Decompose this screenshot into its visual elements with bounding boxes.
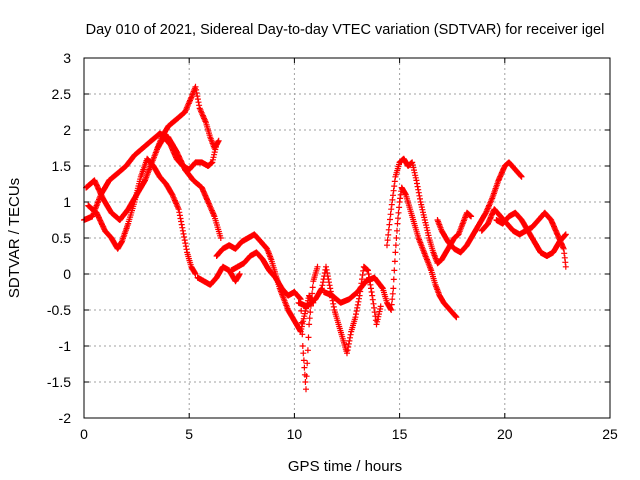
- x-tick-label: 25: [602, 426, 618, 442]
- plus-markers: [493, 209, 569, 259]
- plus-markers: [320, 184, 460, 321]
- satellite-track-11: [434, 159, 525, 256]
- plus-markers: [194, 263, 243, 288]
- y-tick-label: 3: [63, 50, 71, 66]
- y-axis-ticks: 3 2.5 2 1.5 1 0.5 0 -0.5 -1 -1.5 -2: [47, 50, 610, 426]
- plus-markers: [295, 263, 384, 357]
- y-tick-label: -0.5: [47, 302, 71, 318]
- grid-lines: [84, 58, 610, 418]
- satellite-track-10: [384, 155, 475, 267]
- y-tick-label: -2: [59, 410, 72, 426]
- y-tick-label: 1.5: [52, 158, 72, 174]
- x-tick-label: 0: [80, 426, 88, 442]
- plus-markers: [228, 249, 321, 393]
- x-tick-label: 10: [287, 426, 303, 442]
- satellite-track-5: [194, 263, 243, 288]
- plus-markers: [434, 159, 525, 256]
- satellite-track-6: [213, 231, 317, 335]
- x-axis-label: GPS time / hours: [288, 458, 402, 475]
- plus-markers: [384, 155, 475, 267]
- y-axis-label: SDTVAR / TECUs: [6, 178, 23, 298]
- y-tick-label: 2.5: [52, 86, 72, 102]
- y-tick-label: -1: [59, 338, 72, 354]
- satellite-track-13: [493, 209, 569, 259]
- x-tick-label: 15: [392, 426, 408, 442]
- y-tick-label: 1: [63, 194, 71, 210]
- satellite-track-4: [154, 134, 220, 173]
- satellite-track-7: [228, 249, 321, 393]
- plus-markers: [85, 155, 199, 277]
- plus-markers: [154, 134, 220, 173]
- y-tick-label: -1.5: [47, 374, 71, 390]
- x-tick-label: 5: [185, 426, 193, 442]
- satellite-track-9: [320, 184, 460, 321]
- satellite-track-8: [295, 263, 384, 357]
- y-tick-label: 0: [63, 266, 71, 282]
- y-tick-label: 0.5: [52, 230, 72, 246]
- chart-title: Day 010 of 2021, Sidereal Day-to-day VTE…: [86, 22, 605, 38]
- data-points: [81, 83, 569, 393]
- plus-markers: [213, 231, 317, 335]
- y-tick-label: 2: [63, 122, 71, 138]
- x-tick-label: 20: [497, 426, 513, 442]
- satellite-track-3: [85, 155, 199, 277]
- x-axis-ticks: 0 5 10 15 20 25: [80, 58, 618, 442]
